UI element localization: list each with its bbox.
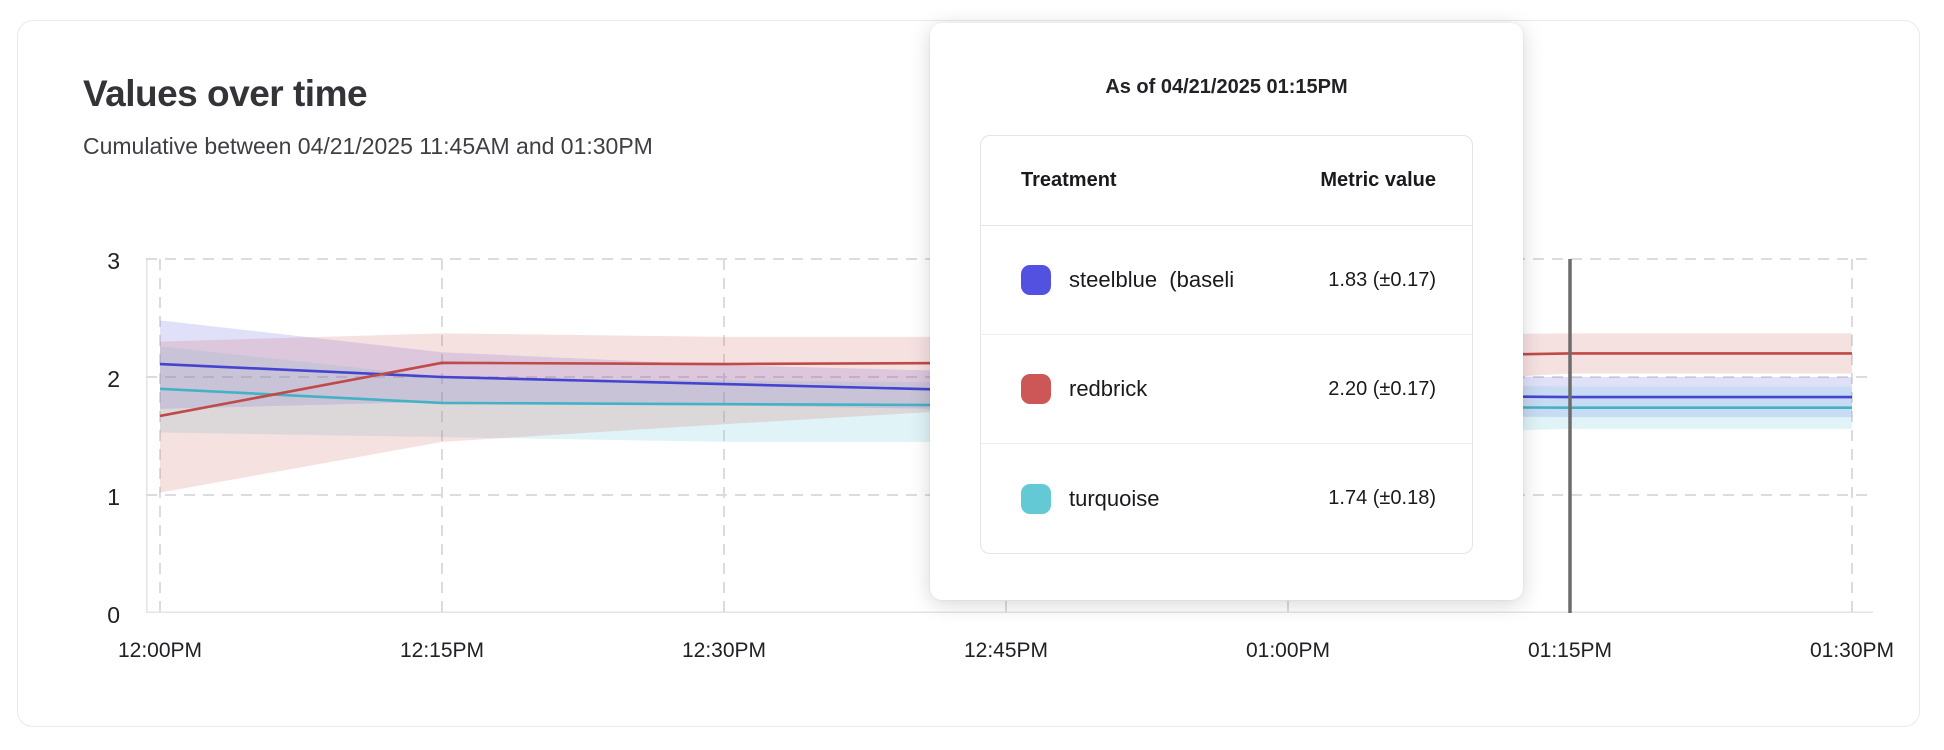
tooltip-rows: steelblue (baseli 1.83 (±0.17) redbrick 2.2… [981,226,1472,553]
series-color-swatch [1021,374,1051,404]
tooltip-title: As of 04/21/2025 01:15PM [1105,76,1348,98]
series-metric-value: 1.74 (±0.18) [1328,487,1436,509]
tooltip-table: Treatment Metric value steelblue (baseli… [980,135,1473,554]
x-tick-label: 12:30PM [681,639,767,662]
chart-subtitle: Cumulative between 04/21/2025 11:45AM an… [83,133,653,159]
series-metric-value: 1.83 (±0.17) [1328,268,1436,291]
x-tick-label: 12:15PM [399,639,485,662]
y-tick-label: 2 [107,366,120,392]
chart-tooltip: As of 04/21/2025 01:15PM Treatment Metri… [930,23,1523,600]
x-tick-label: 01:00PM [1245,639,1331,662]
chart-title: Values over time [83,73,368,114]
x-tick-label: 01:30PM [1809,639,1895,662]
x-tick-label: 12:45PM [963,639,1049,662]
series-label: redbrick [1069,376,1148,401]
series-metric-value: 2.20 (±0.17) [1328,377,1436,400]
x-tick-label: 01:15PM [1527,639,1613,662]
x-tick-label: 12:00PM [117,639,203,662]
series-label: steelblue (baseli [1069,267,1235,292]
series-color-swatch [1021,483,1051,514]
tooltip-row: turquoise 1.74 (±0.18) [981,444,1472,553]
tooltip-col-metric-value: Metric value [1320,169,1436,191]
y-tick-label: 1 [107,484,120,510]
y-tick-label: 0 [107,602,120,628]
tooltip-row: redbrick 2.20 (±0.17) [981,335,1472,444]
tooltip-table-header: Treatment Metric value [981,136,1472,226]
tooltip-row: steelblue (baseli 1.83 (±0.17) [981,226,1472,335]
y-tick-label: 3 [107,248,120,274]
tooltip-col-treatment: Treatment [1021,169,1117,191]
series-color-swatch [1021,265,1051,295]
series-label: turquoise [1069,485,1160,511]
